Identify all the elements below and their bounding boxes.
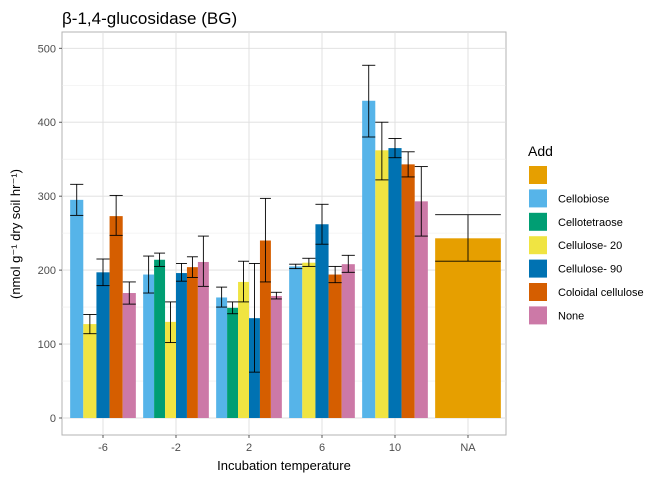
legend-swatch xyxy=(529,283,547,301)
legend-label: None xyxy=(558,310,584,322)
y-tick-label: 0 xyxy=(50,413,56,425)
legend-swatch xyxy=(529,166,547,184)
bars xyxy=(70,100,501,418)
x-tick-label: NA xyxy=(460,442,476,454)
bar xyxy=(375,150,389,418)
axis-ticks: 0 100 200 300 400 500 -6 -2 2 6 10 NA xyxy=(38,43,477,454)
bar xyxy=(414,201,428,418)
bar xyxy=(362,100,376,418)
bar xyxy=(270,295,282,418)
legend-label: Cellulose- 90 xyxy=(558,264,622,276)
legend-swatch xyxy=(529,212,547,231)
legend-label: Cellobiose xyxy=(558,193,609,205)
bar xyxy=(154,259,166,418)
bar xyxy=(165,321,176,418)
bar xyxy=(238,281,249,418)
legend-label: Coloidal cellulose xyxy=(558,287,644,299)
bar xyxy=(176,273,187,418)
legend-swatch xyxy=(529,189,547,208)
bar xyxy=(259,240,271,418)
y-tick-label: 400 xyxy=(38,117,56,129)
chart-title: β-1,4-glucosidase (BG) xyxy=(62,9,237,28)
bar xyxy=(122,293,136,418)
legend-label: Cellulose- 20 xyxy=(558,240,622,252)
legend: Add Cellobiose Cellotetraose Cellulose- 20… xyxy=(528,143,644,325)
x-tick-label: 6 xyxy=(319,442,325,454)
bar xyxy=(216,297,228,418)
y-tick-label: 100 xyxy=(38,339,56,351)
bar xyxy=(388,148,402,418)
bar xyxy=(70,199,84,418)
x-tick-label: -6 xyxy=(98,442,108,454)
bar xyxy=(83,324,97,418)
y-tick-label: 200 xyxy=(38,265,56,277)
bar xyxy=(197,261,209,418)
bar xyxy=(315,224,329,418)
bar xyxy=(143,274,155,418)
bar xyxy=(96,272,110,418)
legend-label: Cellotetraose xyxy=(558,217,623,229)
bar xyxy=(435,238,501,418)
error-bars xyxy=(70,64,501,373)
bar xyxy=(302,262,316,418)
y-tick-label: 500 xyxy=(38,43,56,55)
legend-swatch xyxy=(529,259,547,278)
bar xyxy=(328,274,342,418)
bar xyxy=(227,307,239,418)
bar xyxy=(289,266,303,418)
x-tick-label: -2 xyxy=(171,442,181,454)
bar xyxy=(109,216,123,418)
bar xyxy=(401,164,415,418)
legend-title: Add xyxy=(528,143,553,159)
y-tick-label: 300 xyxy=(38,191,56,203)
x-axis-title: Incubation temperature xyxy=(217,458,351,473)
x-tick-label: 2 xyxy=(246,442,252,454)
plot-panel xyxy=(61,31,507,436)
grid-lines xyxy=(62,32,506,435)
bar xyxy=(186,267,198,418)
legend-swatch xyxy=(529,236,547,255)
legend-swatch xyxy=(529,306,547,325)
y-axis-title: (nmol g⁻¹ dry soil hr⁻¹) xyxy=(8,169,23,299)
bar xyxy=(341,264,355,418)
x-tick-label: 10 xyxy=(389,442,401,454)
